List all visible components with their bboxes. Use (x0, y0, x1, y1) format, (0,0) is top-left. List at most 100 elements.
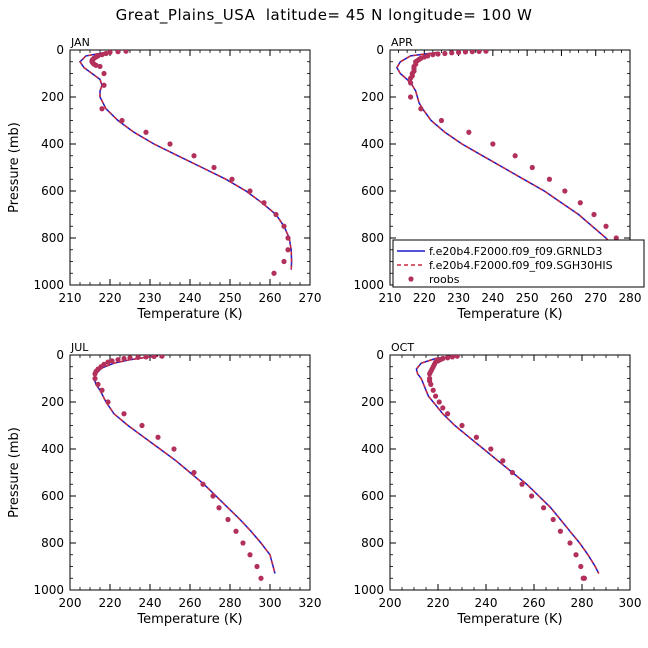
y-tick-label: 400 (41, 137, 64, 151)
x-tick-label: 300 (619, 596, 642, 610)
panel-label: OCT (391, 341, 414, 354)
panel-jul: 200 220 240 260 280 300 320 0 200 400 600 800 1000 JU… (7, 341, 321, 627)
obs-point (225, 516, 231, 523)
obs-point (247, 552, 253, 558)
obs-point (200, 481, 206, 487)
obs-point (167, 141, 173, 147)
x-tick-label: 250 (219, 291, 242, 305)
x-tick-label: 220 (99, 596, 122, 610)
obs-point (155, 434, 161, 440)
obs-point (191, 153, 197, 159)
obs-point (281, 258, 287, 265)
obs-point (407, 80, 414, 86)
obs-point (562, 188, 568, 194)
obs-point (285, 235, 291, 241)
x-tick-label: 240 (475, 596, 498, 610)
obs-point (119, 117, 125, 124)
y-tick-label: 0 (376, 43, 384, 57)
obs-point (123, 50, 129, 54)
y-tick-label: 800 (361, 536, 384, 550)
obs-point (247, 188, 253, 194)
x-tick-label: 210 (379, 291, 402, 305)
y-tick-label: 400 (41, 442, 64, 456)
obs-point (273, 211, 279, 218)
obs-point (407, 94, 414, 100)
obs-point (109, 358, 115, 364)
x-tick-label: 260 (550, 291, 573, 305)
y-tick-label: 800 (361, 231, 384, 245)
obs-point (591, 211, 597, 218)
obs-point (95, 381, 101, 387)
obs-point (159, 355, 165, 359)
obs-point (581, 575, 588, 581)
obs-point (529, 493, 535, 499)
obs-point (550, 516, 556, 523)
obs-point (455, 50, 462, 55)
obs-point (99, 52, 105, 58)
obs-point (613, 235, 619, 241)
obs-point (121, 355, 127, 362)
obs-point (254, 563, 260, 570)
series-line-sgh30his (93, 355, 276, 574)
obs-point (271, 270, 277, 276)
obs-point (233, 528, 239, 534)
obs-point (115, 50, 121, 55)
obs-point (473, 434, 479, 440)
y-tick-label: 1000 (353, 278, 384, 292)
obs-point (135, 355, 141, 360)
x-tick-label: 260 (523, 596, 546, 610)
panel-oct: 200 220 240 260 280 300 0 200 400 600 800 1000 OCT Te… (353, 341, 641, 627)
obs-point (449, 50, 455, 56)
obs-point (115, 357, 121, 363)
y-tick-label: 0 (376, 348, 384, 362)
obs-point (93, 62, 99, 68)
obs-point (92, 371, 98, 377)
obs-point (519, 481, 525, 487)
obs-point (476, 50, 482, 55)
obs-point (285, 247, 291, 253)
obs-point (107, 50, 113, 55)
obs-point (99, 387, 105, 393)
x-tick-label: 240 (179, 291, 202, 305)
obs-point (101, 70, 107, 77)
obs-point (430, 387, 436, 393)
obs-point (97, 63, 103, 70)
x-tick-label: 280 (219, 596, 242, 610)
obs-point (440, 405, 446, 411)
obs-point (603, 223, 609, 229)
x-tick-label: 280 (619, 291, 642, 305)
obs-point (121, 411, 127, 417)
obs-point (430, 52, 436, 58)
obs-point (512, 153, 518, 159)
series-line-sgh30his (79, 51, 293, 270)
x-tick-label: 270 (299, 291, 322, 305)
y-tick-label: 600 (361, 184, 384, 198)
obs-point (578, 563, 584, 570)
obs-point (211, 164, 217, 171)
obs-point (261, 200, 267, 206)
x-tick-label: 220 (413, 291, 436, 305)
y-tick-label: 600 (361, 489, 384, 503)
obs-point (428, 381, 434, 387)
x-tick-label: 220 (99, 291, 122, 305)
obs-point (171, 446, 177, 452)
panel-apr: 210 220 230 240 250 260 270 280 0 200 400 600 800 100… (353, 36, 645, 322)
obs-point (216, 505, 222, 511)
obs-point (210, 493, 216, 499)
obs-point (469, 50, 475, 55)
y-axis-label: Pressure (mb) (7, 427, 22, 518)
obs-point (101, 82, 107, 88)
obs-point (418, 106, 424, 112)
obs-point (490, 141, 496, 147)
y-tick-label: 600 (41, 489, 64, 503)
obs-point (435, 51, 441, 57)
obs-point (567, 540, 573, 546)
series-line-grnld3 (79, 51, 293, 270)
obs-point (191, 469, 197, 476)
legend-box (392, 239, 645, 288)
x-tick-label: 260 (179, 596, 202, 610)
obs-point (445, 411, 451, 417)
obs-point (143, 129, 149, 135)
obs-point (500, 458, 506, 464)
obs-point (407, 75, 414, 81)
